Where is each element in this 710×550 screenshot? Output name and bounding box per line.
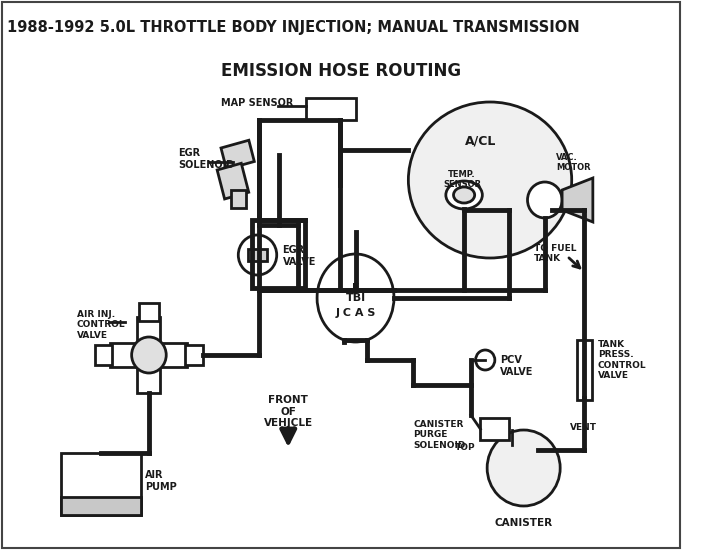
Text: TANK
PRESS.
CONTROL
VALVE: TANK PRESS. CONTROL VALVE (598, 340, 646, 380)
Bar (185, 345, 203, 365)
Circle shape (239, 235, 277, 275)
Text: PCV
VALVE: PCV VALVE (500, 355, 533, 377)
Text: TO FUEL
TANK: TO FUEL TANK (534, 244, 577, 263)
Bar (60, 453, 141, 515)
Ellipse shape (408, 102, 572, 258)
Text: EGR
VALVE: EGR VALVE (283, 245, 316, 267)
Ellipse shape (446, 181, 482, 209)
Bar (138, 317, 160, 393)
Text: A/CL: A/CL (465, 135, 496, 148)
Text: FRONT
OF
VEHICLE: FRONT OF VEHICLE (263, 395, 313, 428)
Text: VAC.
MOTOR: VAC. MOTOR (557, 152, 591, 172)
Text: CANISTER
PURGE
SOLENOID: CANISTER PURGE SOLENOID (413, 420, 466, 450)
Text: AIR
PUMP: AIR PUMP (145, 470, 177, 492)
Text: TOP: TOP (455, 443, 476, 453)
Circle shape (487, 430, 560, 506)
Bar (221, 140, 254, 169)
FancyArrowPatch shape (282, 428, 295, 441)
Bar (111, 343, 187, 367)
Circle shape (476, 350, 495, 370)
Text: TBI: TBI (346, 293, 366, 303)
Text: EMISSION HOSE ROUTING: EMISSION HOSE ROUTING (221, 62, 462, 80)
Text: TEMP.
SENSOR: TEMP. SENSOR (443, 170, 481, 189)
Bar (577, 340, 592, 400)
Text: VENT: VENT (570, 424, 597, 432)
Ellipse shape (454, 187, 475, 203)
Ellipse shape (317, 254, 394, 342)
Circle shape (131, 337, 166, 373)
Text: MAP SENSOR: MAP SENSOR (221, 98, 293, 108)
Bar (231, 190, 246, 208)
Bar (217, 163, 248, 199)
Polygon shape (562, 178, 593, 222)
Bar (481, 418, 509, 440)
Bar (95, 345, 112, 365)
Text: 1988-1992 5.0L THROTTLE BODY INJECTION; MANUAL TRANSMISSION: 1988-1992 5.0L THROTTLE BODY INJECTION; … (6, 20, 579, 35)
Bar (305, 98, 356, 120)
Text: CANISTER: CANISTER (495, 518, 552, 528)
Bar (60, 497, 141, 515)
Bar (139, 303, 158, 321)
Bar (252, 220, 305, 288)
Bar (248, 249, 267, 261)
Circle shape (528, 182, 562, 218)
Text: EGR
SOLENOID: EGR SOLENOID (178, 148, 234, 169)
Text: F: F (351, 283, 359, 293)
Text: AIR INJ.
CONTROL
VALVE: AIR INJ. CONTROL VALVE (77, 310, 126, 340)
Text: J C A S: J C A S (335, 308, 376, 318)
